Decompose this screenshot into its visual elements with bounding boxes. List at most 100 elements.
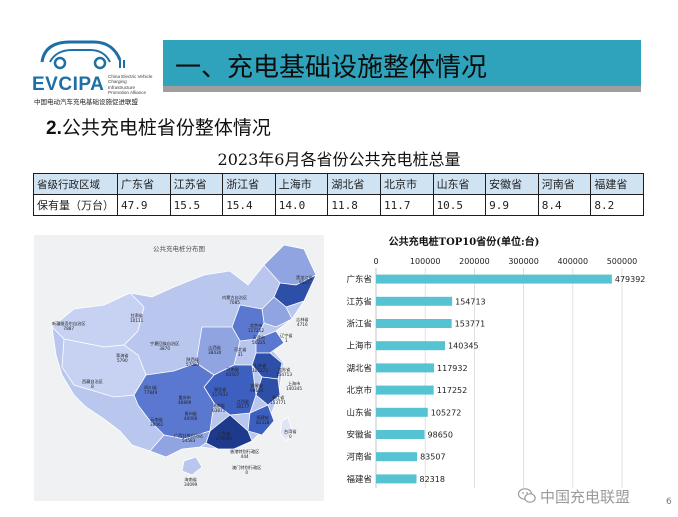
logo-wordmark: EVCIPA — [32, 74, 105, 95]
bar — [376, 296, 453, 306]
table-title: 2023年6月各省份公共充电桩总量 — [217, 150, 461, 169]
value-cell: 8.4 — [537, 194, 592, 216]
fujian-region — [247, 404, 275, 436]
bar — [376, 341, 446, 351]
map-label: 广西壮族自治区 54583 — [174, 433, 204, 443]
value-cell: 14.0 — [274, 194, 329, 216]
category-label: 福建省 — [346, 474, 372, 485]
bar — [376, 274, 612, 284]
map-label: 湖南省 63871 — [212, 403, 226, 413]
bar — [376, 474, 417, 484]
map-label: 河北省 31 — [234, 347, 247, 357]
hainan-shape — [181, 456, 203, 476]
bar — [376, 319, 452, 328]
map-label: 甘肃省 10111 — [130, 313, 144, 323]
map-label: 江西省 30177 — [236, 399, 250, 409]
value-cell: 11.7 — [379, 194, 434, 216]
map-label: 广东省 479392 — [216, 431, 232, 441]
x-tick-label: 300000 — [508, 257, 539, 266]
data-label: 82318 — [420, 475, 445, 484]
value-cell: 15.5 — [169, 194, 224, 216]
map-label: 山东省 105272 — [252, 363, 268, 373]
province-cell: 安徽省 — [485, 173, 539, 195]
data-label: 105272 — [431, 408, 462, 417]
shandong-region — [255, 330, 285, 354]
bar — [376, 430, 425, 439]
watermark-text: 中国充电联盟 — [540, 488, 631, 506]
x-tick-label: 500000 — [607, 257, 638, 266]
map-label: 台湾省 0 — [284, 429, 297, 439]
province-table: 省级行政区域 广东省 江苏省 浙江省 上海市 湖北省 北京市 山东省 安徽省 河… — [33, 173, 644, 216]
page-number: 6 — [666, 497, 672, 507]
x-tick-label: 200000 — [459, 257, 490, 266]
map-label: 浙江省 153771 — [270, 395, 286, 405]
map-label: 四川省 77849 — [144, 385, 158, 395]
category-label: 湖北省 — [346, 363, 372, 374]
map-title: 公共充电桩分布图 — [153, 245, 205, 253]
value-cell: 11.8 — [327, 194, 381, 216]
map-label: 北京市 117252 — [248, 323, 264, 333]
value-cell: 15.4 — [222, 194, 276, 216]
bar — [376, 407, 428, 417]
category-label: 北京市 — [346, 385, 372, 396]
x-tick-label: 0 — [373, 257, 378, 266]
map-label: 新疆维吾尔自治区 7887 — [52, 321, 86, 331]
province-cell: 浙江省 — [222, 173, 276, 195]
wechat-icon — [518, 488, 536, 503]
evcipa-logo: EVCIPA China Electric Vehicle Charging I… — [22, 30, 152, 110]
map-label: 天津市 56225 — [252, 335, 266, 345]
value-cell: 8.2 — [590, 194, 644, 216]
map-shapes — [51, 244, 317, 476]
category-label: 江苏省 — [346, 296, 372, 307]
map-label: 陕西省 57083 — [186, 357, 200, 367]
data-label: 117932 — [437, 364, 468, 373]
bar — [376, 452, 418, 462]
taiwan-shape — [279, 416, 293, 442]
map-label: 香港特别行政区 444 — [230, 449, 260, 459]
map-label: 上海市 140345 — [286, 381, 302, 391]
value-cell: 47.9 — [117, 194, 171, 216]
data-label: 153771 — [455, 320, 486, 329]
province-cell: 福建省 — [590, 173, 644, 195]
data-label: 479392 — [615, 275, 646, 284]
data-label: 154713 — [455, 297, 486, 306]
map-label: 澳门特别行政区 0 — [232, 465, 262, 475]
province-cell: 山东省 — [432, 173, 487, 195]
section-title-text: 公共充电桩省份整体情况 — [61, 117, 271, 139]
map-label: 贵州省 40006 — [184, 411, 198, 421]
map-label: 西藏自治区 8 — [82, 379, 103, 389]
map-label: 吉林省 4716 — [296, 317, 309, 327]
data-label: 140345 — [448, 342, 479, 351]
map-label: 湖北省 117932 — [212, 387, 228, 397]
map-label: 重庆市 46899 — [178, 395, 192, 405]
x-tick-label: 400000 — [558, 257, 589, 266]
logo-cn-name: 中国电动汽车充电基础设施促进联盟 — [34, 98, 138, 106]
value-cell: 9.9 — [485, 194, 539, 216]
category-label: 浙江省 — [346, 319, 372, 330]
data-label: 117252 — [437, 386, 468, 395]
value-cell: 10.5 — [432, 194, 487, 216]
zhejiang-region — [255, 376, 281, 406]
x-tick-label: 100000 — [410, 257, 441, 266]
map-label: 河南省 83507 — [226, 367, 240, 377]
data-label: 83507 — [420, 453, 445, 462]
province-cell: 河南省 — [537, 173, 592, 195]
category-label: 河南省 — [346, 452, 372, 463]
category-label: 上海市 — [346, 341, 372, 352]
title-banner: 一、充电基础设施整体情况 — [163, 40, 641, 92]
bar — [376, 363, 435, 373]
table-header-row: 省级行政区域 广东省 江苏省 浙江省 上海市 湖北省 北京市 山东省 安徽省 河… — [33, 173, 644, 195]
header-cell: 保有量（万台） — [33, 194, 118, 216]
category-label: 安徽省 — [346, 430, 372, 441]
data-label: 98650 — [428, 431, 453, 440]
china-distribution-map: 公共充电桩分布图 黑龙江省 9527 吉林省 4716 辽宁省 1 内蒙古自治区 708… — [34, 235, 324, 501]
map-label: 山西省 38430 — [208, 345, 222, 355]
map-label: 云南省 38061 — [150, 417, 164, 427]
category-label: 广东省 — [346, 274, 372, 285]
province-cell: 北京市 — [379, 173, 434, 195]
bar — [376, 385, 434, 395]
table-value-row: 保有量（万台） 47.9 15.5 15.4 14.0 11.8 11.7 10… — [33, 194, 644, 216]
province-cell: 广东省 — [117, 173, 171, 195]
map-label: 海南省 34099 — [184, 477, 198, 487]
chart-title: 公共充电桩TOP10省份(单位:台) — [389, 235, 540, 248]
